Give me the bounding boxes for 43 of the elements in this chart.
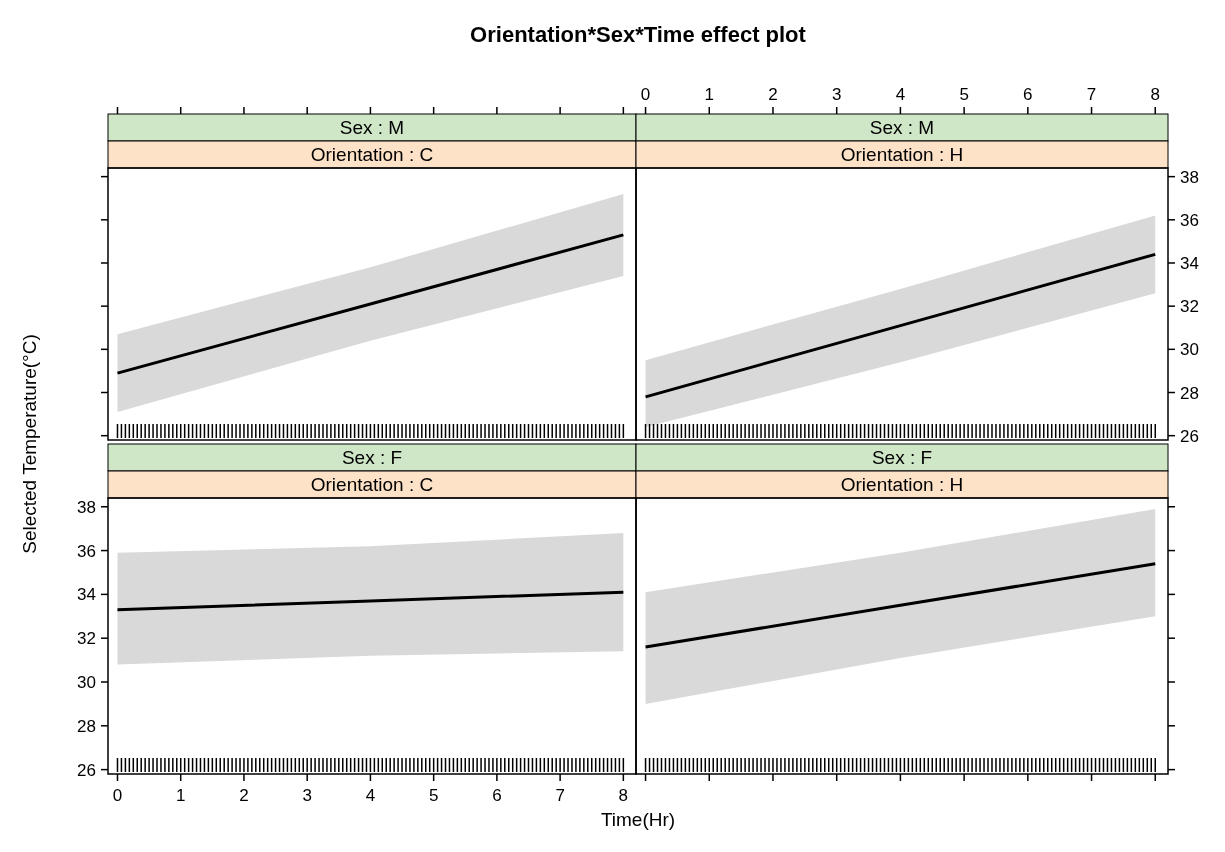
y-tick-label: 32	[77, 629, 96, 649]
x-tick-label: 4	[365, 786, 376, 805]
y-tick-label: 32	[1180, 297, 1199, 317]
x-tick-label: 0	[640, 85, 651, 104]
x-tick-label: 0	[112, 786, 123, 805]
x-tick-label: 8	[1150, 85, 1160, 104]
y-tick-label: 28	[1180, 383, 1199, 403]
x-tick-label: 6	[492, 786, 502, 805]
x-tick-label: 7	[555, 786, 565, 805]
y-tick-label: 34	[77, 585, 96, 605]
x-tick-label: 5	[959, 85, 969, 104]
x-tick-label: 1	[704, 85, 714, 104]
y-tick-label: 38	[1180, 167, 1199, 187]
text: Orientation*Sex*Time effect plot	[470, 22, 807, 47]
y-tick-label: 30	[1180, 340, 1199, 360]
x-tick-label: 2	[768, 85, 778, 104]
y-tick-label: 28	[77, 716, 96, 736]
y-tick-label: 38	[77, 497, 96, 517]
y-tick-label: 26	[77, 760, 96, 780]
chart-subtitle: Orientation : C	[310, 144, 434, 165]
x-tick-label: 4	[895, 85, 906, 104]
y-tick-label: 26	[1180, 426, 1199, 446]
x-tick-label: 7	[1086, 85, 1097, 104]
y-tick-label: 34	[1180, 253, 1199, 273]
x-tick-label: 1	[175, 786, 186, 805]
chart-subtitle: Orientation : H	[840, 474, 964, 495]
chart-title: Sex : M	[869, 117, 935, 138]
x-axis-title: Time(Hr)	[600, 809, 676, 830]
y-tick-label: 36	[77, 541, 96, 561]
x-tick-label: 2	[239, 786, 249, 805]
x-tick-label: 3	[831, 85, 842, 104]
chart-subtitle: Orientation : H	[840, 144, 964, 165]
y-tick-label: 30	[77, 673, 96, 692]
chart-subtitle: Orientation : C	[310, 474, 434, 495]
x-tick-label: 3	[302, 786, 312, 805]
y-axis-title: Selected Temperature(°C)	[19, 334, 40, 554]
x-tick-label: 5	[428, 786, 439, 805]
chart-title: Sex : F	[871, 447, 933, 468]
chart-title: Sex : F	[341, 447, 403, 468]
x-tick-label: 6	[1023, 85, 1033, 104]
y-tick-label: 36	[1180, 210, 1199, 230]
x-tick-label: 8	[618, 786, 629, 805]
chart-title: Sex : M	[339, 117, 405, 138]
